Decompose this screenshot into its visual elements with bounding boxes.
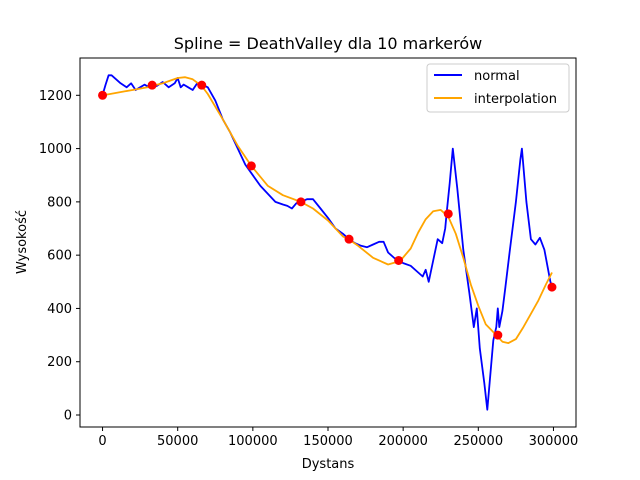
x-tick-label-300000: 300000	[529, 434, 579, 449]
marker-point-9	[547, 282, 557, 292]
legend: normal interpolation	[426, 63, 570, 113]
marker-point-3	[246, 161, 256, 171]
marker-point-2	[197, 80, 207, 90]
x-axis-label: Dystans	[302, 457, 355, 472]
legend-label-normal: normal	[474, 69, 520, 84]
legend-box	[426, 63, 570, 113]
y-axis: 0 200 400 600 800 1000 1200	[39, 89, 80, 424]
y-tick-label-1000: 1000	[39, 142, 72, 157]
data-marks	[98, 74, 557, 411]
marker-point-1	[147, 80, 157, 90]
x-tick-label-50000: 50000	[157, 434, 198, 449]
x-tick-label-150000: 150000	[303, 434, 353, 449]
y-tick-label-600: 600	[47, 249, 72, 264]
x-tick-label-250000: 250000	[453, 434, 503, 449]
y-tick-label-400: 400	[47, 302, 72, 317]
marker-point-6	[394, 255, 404, 265]
marker-point-7	[443, 209, 453, 219]
x-tick-label-100000: 100000	[228, 434, 278, 449]
y-tick-label-0: 0	[64, 409, 72, 424]
x-tick-label-200000: 200000	[378, 434, 428, 449]
y-tick-label-200: 200	[47, 355, 72, 370]
marker-point-0	[98, 90, 108, 100]
y-axis-label: Wysokość	[15, 210, 30, 274]
x-axis: 0 50000 100000 150000 200000 250000 300000	[98, 427, 578, 449]
x-tick-label-0: 0	[98, 434, 106, 449]
y-tick-label-800: 800	[47, 195, 72, 210]
legend-label-interpolation: interpolation	[474, 92, 557, 107]
marker-point-8	[493, 330, 503, 340]
chart-title: Spline = DeathValley dla 10 markerów	[174, 34, 483, 53]
marker-point-4	[296, 197, 306, 207]
marker-point-5	[344, 234, 354, 244]
series-line-normal	[101, 74, 553, 411]
y-tick-label-1200: 1200	[39, 89, 72, 104]
